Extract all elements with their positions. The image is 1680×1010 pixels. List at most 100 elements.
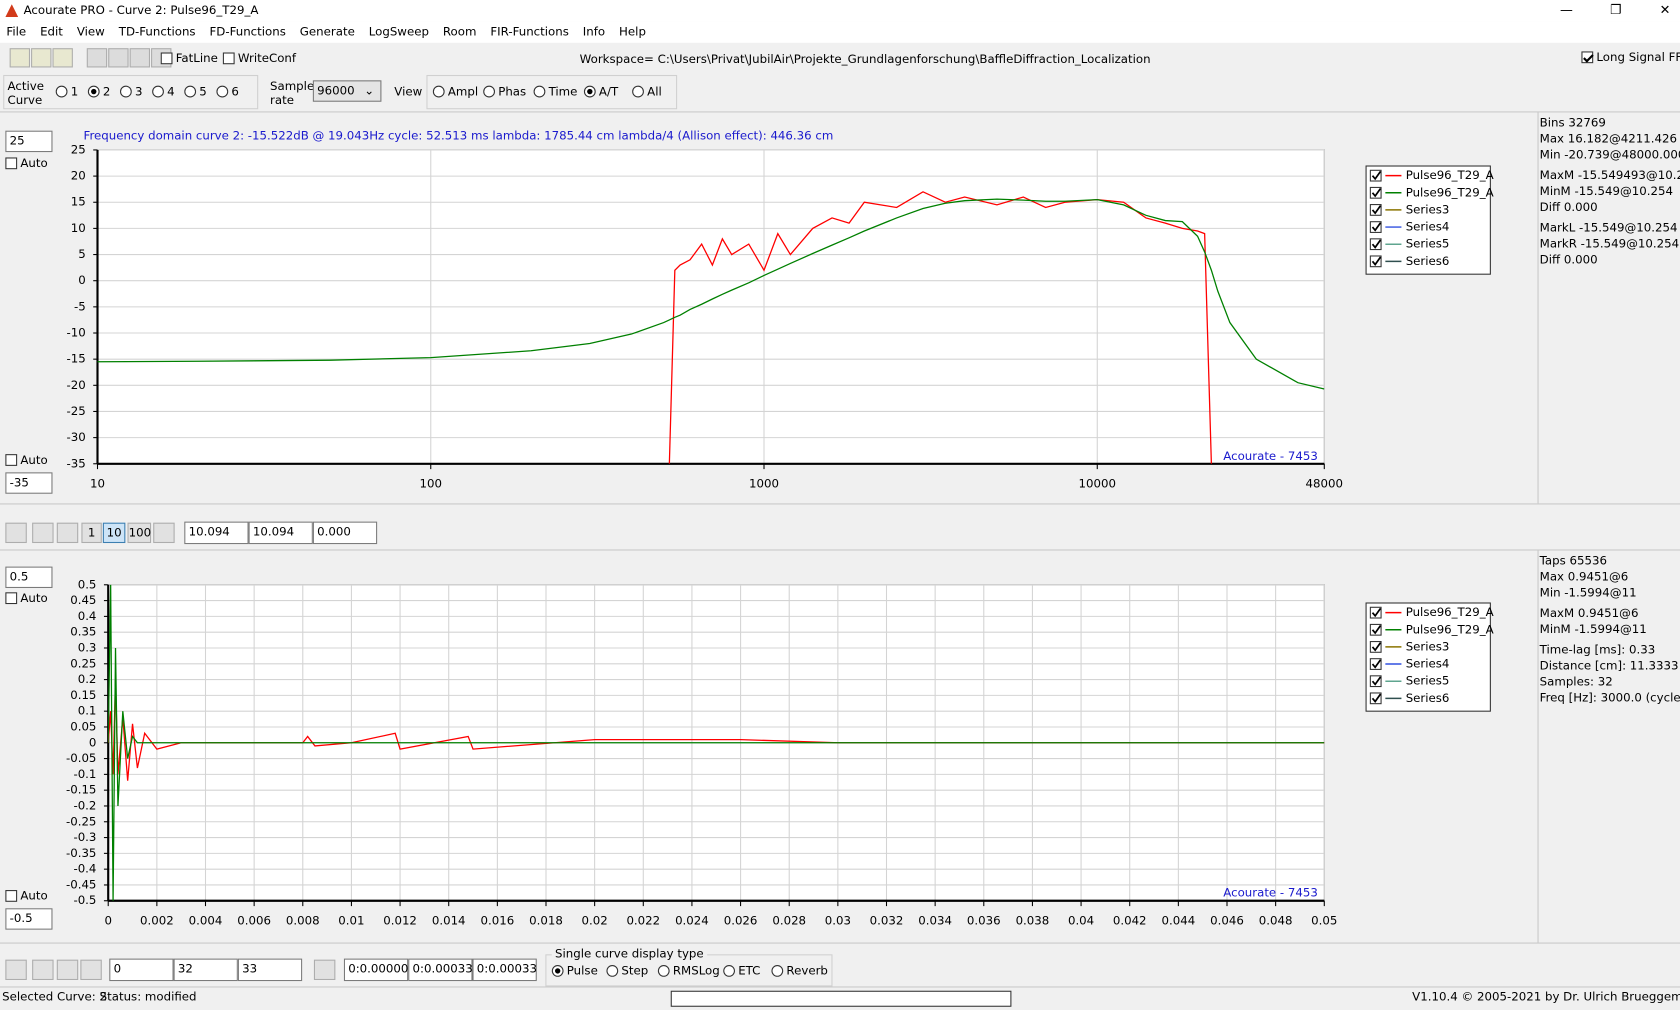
display-type-radio-box[interactable]	[551, 965, 564, 977]
toolbar-checkbox-box[interactable]	[160, 52, 173, 65]
display-type-radio[interactable]: RMSLog	[657, 964, 720, 978]
long-fft-checkbox[interactable]: Long Signal FFT	[1581, 50, 1680, 64]
display-type-radio[interactable]: ETC	[723, 964, 760, 978]
tool-button[interactable]	[108, 48, 129, 68]
view-radio-box[interactable]	[533, 85, 546, 98]
curve-radio-box[interactable]	[87, 85, 100, 98]
view-radio-box[interactable]	[632, 85, 644, 98]
auto-checkbox-box[interactable]	[5, 157, 18, 170]
auto-checkbox[interactable]: Auto	[5, 591, 48, 605]
display-type-radio-box[interactable]	[771, 965, 784, 977]
legend-checkbox[interactable]	[1369, 255, 1382, 268]
zoom-field[interactable]: 0.000	[312, 521, 378, 545]
zoom-tool[interactable]	[153, 522, 175, 544]
tool-button[interactable]	[31, 48, 52, 68]
legend-checkbox[interactable]	[1369, 658, 1382, 670]
time-field[interactable]: 0:0.00033	[472, 958, 537, 982]
cursor-field[interactable]: 33	[237, 958, 303, 982]
menu-item[interactable]: Help	[619, 24, 646, 39]
y-min-field[interactable]: -0.5	[5, 908, 53, 930]
sample-rate-select[interactable]: 96000	[312, 80, 382, 102]
legend-checkbox[interactable]	[1369, 204, 1382, 216]
time-field[interactable]: 0:0.00000	[343, 958, 408, 982]
auto-checkbox[interactable]: Auto	[5, 889, 48, 903]
view-radio-box[interactable]	[432, 85, 445, 98]
view-radio[interactable]: Ampl	[432, 85, 478, 99]
curve-radio-box[interactable]	[152, 85, 164, 98]
legend-checkbox[interactable]	[1369, 169, 1382, 182]
cursor-tool[interactable]	[32, 959, 54, 981]
legend-checkbox[interactable]	[1369, 186, 1382, 199]
auto-checkbox-box[interactable]	[5, 592, 18, 605]
zoom-field[interactable]: 10.094	[248, 521, 313, 545]
menu-item[interactable]: Room	[442, 24, 477, 39]
window-control[interactable]: ✕	[1659, 2, 1671, 18]
view-radio-box[interactable]	[583, 85, 596, 98]
legend-checkbox[interactable]	[1369, 692, 1382, 705]
menu-item[interactable]: Generate	[299, 24, 355, 39]
auto-checkbox-box[interactable]	[5, 890, 18, 902]
curve-radio[interactable]: 3	[120, 85, 143, 99]
time-field[interactable]: 0:0.00033	[408, 958, 473, 982]
curve-radio[interactable]: 1	[55, 85, 78, 99]
display-type-radio-box[interactable]	[606, 965, 619, 977]
auto-checkbox-box[interactable]	[5, 454, 18, 466]
toolbar-checkbox[interactable]: WriteConf	[222, 51, 296, 65]
display-type-radio[interactable]: Step	[606, 964, 648, 978]
tool-button[interactable]	[86, 48, 108, 68]
view-radio-box[interactable]	[483, 85, 496, 98]
window-control[interactable]: ❐	[1609, 2, 1622, 18]
long-fft-checkbox-box[interactable]	[1581, 51, 1594, 64]
legend-checkbox[interactable]	[1369, 221, 1382, 233]
toolbar-checkbox-box[interactable]	[222, 52, 235, 65]
zoom-scale-button[interactable]: 1	[81, 522, 102, 544]
menu-item[interactable]: FD-Functions	[209, 24, 286, 39]
view-radio[interactable]: A/T	[583, 85, 618, 99]
display-type-radio[interactable]: Reverb	[771, 964, 828, 978]
cursor-tool[interactable]	[80, 959, 102, 981]
display-type-radio[interactable]: Pulse	[551, 964, 598, 978]
y-max-field[interactable]: 0.5	[5, 566, 53, 589]
menu-item[interactable]: File	[6, 24, 27, 39]
view-radio[interactable]: All	[632, 85, 662, 99]
window-control[interactable]: —	[1560, 2, 1573, 18]
legend-checkbox[interactable]	[1369, 606, 1382, 619]
auto-checkbox[interactable]: Auto	[5, 156, 48, 170]
zoom-tool[interactable]	[56, 522, 79, 544]
curve-radio-box[interactable]	[120, 85, 132, 98]
menu-item[interactable]: FIR-Functions	[490, 24, 569, 39]
y-min-field[interactable]: -35	[5, 472, 53, 494]
legend-checkbox[interactable]	[1369, 623, 1382, 636]
display-type-radio-box[interactable]	[657, 965, 670, 977]
menu-item[interactable]: View	[76, 24, 105, 39]
tool-button[interactable]	[129, 48, 151, 68]
cursor-field[interactable]: 0	[109, 958, 174, 982]
zoom-scale-button[interactable]: 100	[127, 522, 152, 544]
view-radio[interactable]: Time	[533, 85, 577, 99]
zoom-field[interactable]: 10.094	[184, 521, 249, 545]
y-max-field[interactable]: 25	[5, 130, 53, 153]
legend-checkbox[interactable]	[1369, 641, 1382, 653]
curve-radio-box[interactable]	[184, 85, 197, 98]
timer-tool[interactable]	[313, 959, 336, 981]
cursor-tool[interactable]	[5, 959, 27, 981]
view-radio[interactable]: Phas	[483, 85, 526, 99]
menu-item[interactable]: Info	[582, 24, 606, 39]
menu-item[interactable]: TD-Functions	[118, 24, 196, 39]
toolbar-checkbox[interactable]: FatLine	[160, 51, 218, 65]
cursor-field[interactable]: 32	[173, 958, 238, 982]
curve-radio[interactable]: 2	[87, 85, 110, 99]
tool-button[interactable]	[52, 48, 73, 68]
zoom-tool[interactable]	[32, 522, 54, 544]
menu-item[interactable]: LogSweep	[368, 24, 429, 39]
display-type-radio-box[interactable]	[723, 965, 736, 977]
cursor-tool[interactable]	[56, 959, 79, 981]
legend-checkbox[interactable]	[1369, 675, 1382, 688]
tool-button[interactable]	[9, 48, 31, 68]
menu-item[interactable]: Edit	[40, 24, 63, 39]
auto-checkbox[interactable]: Auto	[5, 453, 48, 467]
legend-checkbox[interactable]	[1369, 238, 1382, 251]
curve-radio[interactable]: 4	[152, 85, 175, 99]
curve-radio[interactable]: 5	[184, 85, 207, 99]
curve-radio-box[interactable]	[216, 85, 229, 98]
